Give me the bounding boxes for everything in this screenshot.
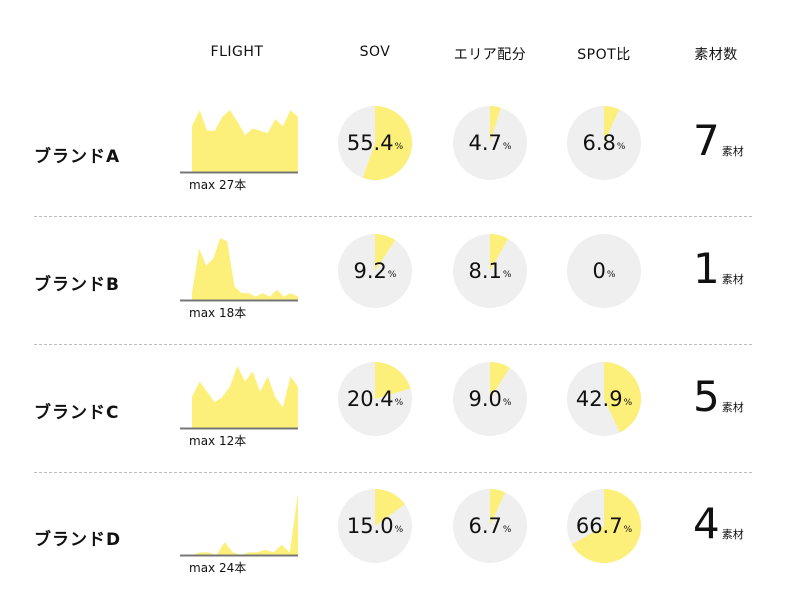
row-divider — [34, 216, 752, 217]
header-sov: SOV — [359, 44, 391, 60]
sov-pie-slice — [362, 106, 412, 180]
sov-pie-slice — [375, 234, 396, 271]
flight-max-label: max 24本 — [189, 561, 247, 575]
area-pie-slice — [490, 234, 509, 271]
materials-count: 7 素材 — [693, 120, 744, 162]
flight-sparkline — [180, 238, 298, 302]
area-pie-slice — [490, 362, 510, 399]
sov-pie: 55.4% — [338, 106, 412, 180]
brand-label: ブランドC — [34, 403, 120, 423]
materials-count-unit: 素材 — [721, 528, 744, 541]
flight-area — [192, 110, 298, 172]
materials-count: 5 素材 — [693, 376, 744, 418]
area-pie: 8.1% — [453, 234, 527, 308]
materials-count-unit: 素材 — [721, 145, 744, 158]
sov-pie-slice — [375, 489, 405, 526]
sov-pie: 20.4% — [338, 362, 412, 436]
area-pie-slice — [490, 489, 506, 526]
spot-pie: 66.7% — [567, 489, 641, 563]
brand-row: ブランドA max 27本 55.4% 4.7% 6.8% 7 素材 — [0, 92, 799, 220]
header-flight: FLIGHT — [210, 44, 264, 60]
materials-count-unit: 素材 — [721, 401, 744, 414]
header-spot: SPOT比 — [577, 47, 631, 63]
row-divider — [34, 472, 752, 473]
flight-sparkline — [180, 110, 298, 174]
flight-area — [192, 366, 298, 428]
header-materials: 素材数 — [694, 47, 738, 63]
materials-count: 1 素材 — [693, 248, 744, 290]
materials-count-number: 1 — [693, 244, 720, 293]
area-pie: 4.7% — [453, 106, 527, 180]
sov-pie: 9.2% — [338, 234, 412, 308]
flight-max-label: max 18本 — [189, 306, 247, 320]
area-pie: 6.7% — [453, 489, 527, 563]
brand-label: ブランドB — [34, 275, 120, 295]
materials-count-number: 7 — [693, 116, 720, 165]
header-area: エリア配分 — [453, 47, 527, 63]
flight-max-label: max 12本 — [189, 434, 247, 448]
sov-pie-slice — [375, 362, 411, 399]
materials-count: 4 素材 — [693, 503, 744, 545]
spot-pie: 0% — [567, 234, 641, 308]
brand-label: ブランドD — [34, 530, 122, 550]
spot-pie: 42.9% — [567, 362, 641, 436]
area-pie: 9.0% — [453, 362, 527, 436]
brand-label: ブランドA — [34, 147, 121, 167]
spot-pie: 6.8% — [567, 106, 641, 180]
brand-row: ブランドB max 18本 9.2% 8.1% 0% 1 素材 — [0, 220, 799, 348]
spot-pie-bg — [567, 234, 641, 308]
materials-count-number: 5 — [693, 372, 720, 421]
flight-sparkline — [180, 493, 298, 557]
materials-count-unit: 素材 — [721, 273, 744, 286]
materials-count-number: 4 — [693, 499, 720, 548]
flight-area — [192, 238, 298, 300]
spot-pie-slice — [604, 362, 641, 433]
spot-pie-slice — [571, 489, 641, 563]
brand-row: ブランドD max 24本 15.0% 6.7% 66.7% 4 素材 — [0, 475, 799, 603]
sov-pie: 15.0% — [338, 489, 412, 563]
area-pie-slice — [490, 106, 501, 143]
spot-pie-slice — [604, 106, 620, 143]
flight-area — [192, 493, 298, 555]
flight-sparkline — [180, 366, 298, 430]
flight-max-label: max 27本 — [189, 178, 247, 192]
brand-row: ブランドC max 12本 20.4% 9.0% 42.9% 5 素材 — [0, 348, 799, 476]
row-divider — [34, 344, 752, 345]
